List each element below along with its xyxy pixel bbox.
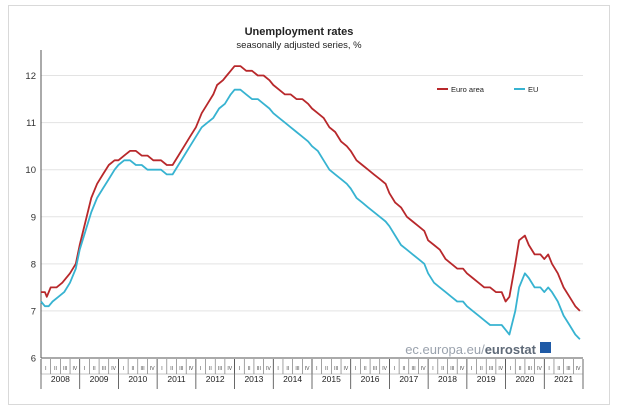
year-label: 2018 [438, 374, 457, 384]
quarter-label: II [170, 366, 173, 372]
quarter-label: I [510, 366, 511, 372]
svg-text:ec.europa.eu/eurostat: ec.europa.eu/eurostat [405, 342, 536, 357]
quarter-label: I [84, 366, 85, 372]
year-label: 2019 [477, 374, 496, 384]
quarter-label: III [334, 366, 338, 372]
y-tick-label: 7 [31, 306, 36, 317]
year-label: 2017 [399, 374, 418, 384]
quarter-label: I [432, 366, 433, 372]
quarter-label: I [355, 366, 356, 372]
year-label: 2016 [361, 374, 380, 384]
quarter-label: III [373, 366, 377, 372]
quarter-label: II [403, 366, 406, 372]
quarter-label: III [218, 366, 222, 372]
eurostat-watermark: ec.europa.eu/eurostat [405, 342, 551, 357]
quarter-label: II [364, 366, 367, 372]
quarter-label: IV [421, 366, 426, 372]
quarter-label: IV [305, 366, 310, 372]
quarter-label: I [548, 366, 549, 372]
quarter-label: III [63, 366, 67, 372]
quarter-label: III [295, 366, 299, 372]
series-line-euro-area [41, 65, 581, 312]
quarter-label: II [54, 366, 57, 372]
quarter-label: I [394, 366, 395, 372]
y-tick-label: 9 [31, 212, 36, 223]
year-label: 2015 [322, 374, 341, 384]
quarter-label: IV [111, 366, 116, 372]
year-label: 2009 [90, 374, 109, 384]
unemployment-line-chart: Unemployment rates seasonally adjusted s… [25, 26, 584, 389]
year-label: 2013 [244, 374, 263, 384]
quarter-label: IV [73, 366, 78, 372]
quarter-label: II [441, 366, 444, 372]
quarter-label: III [102, 366, 106, 372]
y-tick-label: 10 [25, 165, 36, 176]
quarter-label: I [45, 366, 46, 372]
year-label: 2008 [51, 374, 70, 384]
chart-title: Unemployment rates [245, 26, 354, 38]
quarter-label: II [286, 366, 289, 372]
series-line-eu [40, 88, 581, 340]
quarter-label: I [316, 366, 317, 372]
year-label: 2021 [554, 374, 573, 384]
quarter-label: IV [537, 366, 542, 372]
quarter-label: II [480, 366, 483, 372]
quarter-label: III [450, 366, 454, 372]
quarter-label: IV [189, 366, 194, 372]
year-label: 2014 [283, 374, 302, 384]
eurostat-logo-icon [540, 342, 551, 353]
chart-subtitle: seasonally adjusted series, % [236, 40, 362, 51]
quarter-label: II [557, 366, 560, 372]
quarter-label: IV [460, 366, 465, 372]
quarter-label: IV [344, 366, 349, 372]
quarter-label: II [93, 366, 96, 372]
year-label: 2020 [515, 374, 534, 384]
quarter-label: III [566, 366, 570, 372]
y-tick-label: 6 [31, 354, 36, 365]
quarter-label: II [325, 366, 328, 372]
quarter-label: I [471, 366, 472, 372]
y-tick-label: 12 [25, 71, 36, 82]
quarter-label: II [132, 366, 135, 372]
watermark-domain: ec.europa.eu/ [405, 342, 485, 357]
year-label: 2011 [167, 374, 186, 384]
quarter-label: II [248, 366, 251, 372]
quarter-label: III [257, 366, 261, 372]
y-tick-label: 8 [31, 259, 36, 270]
quarter-label: III [489, 366, 493, 372]
quarter-label: I [200, 366, 201, 372]
quarter-label: III [141, 366, 145, 372]
y-tick-label: 11 [26, 118, 36, 129]
quarter-label: IV [576, 366, 581, 372]
watermark-brand: eurostat [485, 342, 537, 357]
legend-label-eu: EU [528, 85, 538, 94]
quarter-label: III [179, 366, 183, 372]
quarter-label: II [209, 366, 212, 372]
quarter-label: III [528, 366, 532, 372]
quarter-label: I [277, 366, 278, 372]
legend: Euro area EU [437, 85, 538, 94]
quarter-label: II [519, 366, 522, 372]
quarter-label: I [161, 366, 162, 372]
quarter-label: III [412, 366, 416, 372]
year-label: 2010 [128, 374, 147, 384]
y-axis: 6 7 8 9 10 11 12 [25, 50, 42, 365]
chart-frame: Unemployment rates seasonally adjusted s… [8, 5, 610, 405]
series-lines [40, 65, 581, 340]
quarter-label: I [239, 366, 240, 372]
quarter-label: IV [150, 366, 155, 372]
legend-label-euro-area: Euro area [451, 85, 485, 94]
quarter-label: IV [498, 366, 503, 372]
quarter-label: IV [227, 366, 232, 372]
gridlines [41, 75, 583, 312]
year-label: 2012 [206, 374, 225, 384]
quarter-label: IV [266, 366, 271, 372]
quarter-label: IV [382, 366, 387, 372]
quarter-label: I [123, 366, 124, 372]
